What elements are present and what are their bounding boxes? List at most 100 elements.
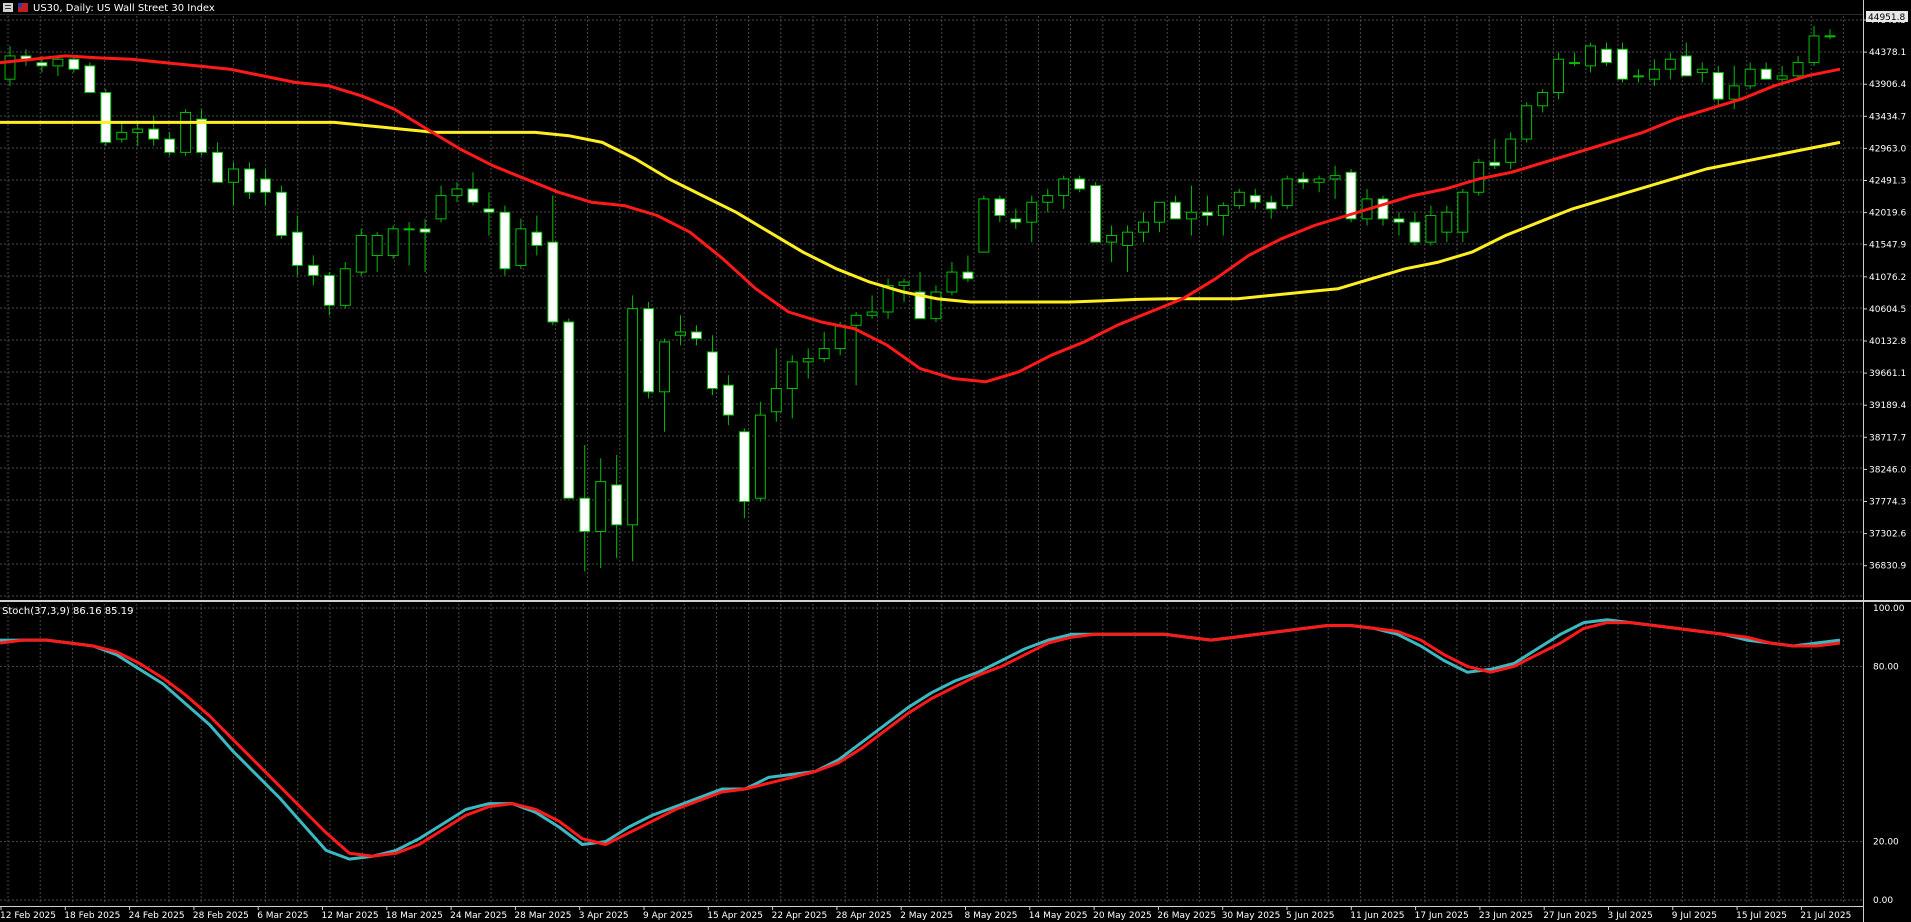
time-axis-label: 3 Jul 2025 <box>1608 911 1653 921</box>
price-axis-label: 44378.1 <box>1869 48 1906 58</box>
candle-body-bull <box>802 358 814 363</box>
candle <box>1249 188 1261 209</box>
current-price-box <box>1866 11 1908 22</box>
candle-body-bear <box>84 65 96 93</box>
candle-body-bull <box>1664 58 1676 70</box>
time-axis-label: 18 Mar 2025 <box>386 911 443 921</box>
candle-body-bear <box>1201 211 1213 217</box>
candle-body-bull <box>1217 205 1229 217</box>
candle <box>1521 102 1533 143</box>
candle <box>1585 42 1596 73</box>
candle-body-bull <box>754 414 766 499</box>
candle-body-bear <box>307 264 319 276</box>
candle <box>882 278 894 319</box>
candle-body-bear <box>914 291 926 320</box>
candle <box>595 458 607 569</box>
candle <box>1648 59 1660 86</box>
candle <box>1169 195 1181 220</box>
candle-body-bear <box>68 58 80 70</box>
candle-body-bull <box>1648 68 1660 80</box>
candle <box>579 445 591 572</box>
time-axis-label: 6 Mar 2025 <box>257 911 308 921</box>
candle <box>1377 195 1389 226</box>
candle <box>1457 188 1469 243</box>
price-axis-label: 40604.5 <box>1869 305 1906 315</box>
candle <box>164 132 176 156</box>
candle <box>1090 182 1102 243</box>
time-axis-label: 9 Apr 2025 <box>643 911 693 921</box>
candle <box>116 122 128 143</box>
stoch-axis-label: 100.00 <box>1873 604 1905 614</box>
price-axis-label: 36830.9 <box>1869 562 1906 572</box>
time-axis-label: 17 Jun 2025 <box>1415 911 1469 921</box>
candle-body-bear <box>1297 178 1309 183</box>
candle-body-bull <box>675 331 686 336</box>
candle-body-bull <box>1792 62 1804 77</box>
candle-body-bear <box>1169 201 1181 220</box>
candle-body-bear <box>1265 201 1277 210</box>
candle-body-bull <box>1233 191 1245 207</box>
candle-body-bear <box>1489 161 1501 167</box>
candle-body-bear <box>483 208 495 213</box>
candle <box>1185 185 1197 236</box>
candle-body-bear <box>691 331 702 340</box>
stoch-axis-label: 80.00 <box>1873 662 1899 672</box>
candle-body-bull <box>403 228 415 231</box>
candle <box>1217 202 1229 236</box>
stoch-title: Stoch(37,3,9) 86.16 85.19 <box>2 606 133 617</box>
candle-body-bear <box>994 198 1006 217</box>
candle <box>866 295 878 319</box>
candle-body-bear <box>1760 68 1772 80</box>
symbol-flag-icon-canton <box>18 3 22 7</box>
candle-body-bull <box>1122 231 1133 246</box>
candle-body-bear <box>707 351 718 389</box>
time-axis-label: 8 May 2025 <box>965 911 1018 921</box>
candle-body-bear <box>323 274 335 306</box>
candle <box>754 401 766 502</box>
candle <box>675 315 686 346</box>
candle <box>419 218 431 273</box>
candle <box>339 262 351 309</box>
time-axis-label: 15 Apr 2025 <box>707 911 763 921</box>
candle <box>148 115 160 146</box>
price-axis-label: 37774.3 <box>1869 498 1906 508</box>
candle <box>1154 201 1165 233</box>
candle <box>563 318 575 499</box>
candle <box>786 355 798 419</box>
candle-body-bull <box>786 361 798 389</box>
time-axis-label: 23 Jun 2025 <box>1479 911 1533 921</box>
candle-body-bear <box>1090 185 1102 243</box>
candle <box>1138 212 1149 243</box>
candle-body-bull <box>1106 234 1118 243</box>
candle <box>707 335 718 396</box>
candle-body-bear <box>164 138 176 153</box>
candle <box>515 218 527 269</box>
candle-body-bull <box>818 348 830 360</box>
candle-body-bull <box>1457 191 1469 233</box>
candle-body-bull <box>930 291 942 320</box>
candle-body-bear <box>1680 55 1692 77</box>
candle-body-bear <box>611 484 623 526</box>
candle-body-bear <box>563 321 575 499</box>
candle <box>387 225 399 259</box>
candle <box>467 172 479 206</box>
candle <box>1712 65 1724 106</box>
time-axis-label: 18 Feb 2025 <box>64 911 120 921</box>
candle-body-bull <box>834 324 846 350</box>
candle-body-bear <box>1010 218 1022 223</box>
candle-body-bull <box>882 284 894 313</box>
candle <box>1696 62 1708 83</box>
candle <box>547 195 559 326</box>
candle-body-bull <box>1808 35 1820 64</box>
time-axis-label: 28 Feb 2025 <box>193 911 249 921</box>
candle <box>1393 212 1405 236</box>
window-menu-icon-line <box>5 8 11 9</box>
candle <box>1441 205 1453 243</box>
candle <box>1569 52 1581 66</box>
window-menu-icon[interactable] <box>3 3 13 12</box>
price-axis-label: 41076.2 <box>1869 273 1906 283</box>
candle <box>1409 212 1421 246</box>
candle-body-bull <box>1505 138 1517 163</box>
